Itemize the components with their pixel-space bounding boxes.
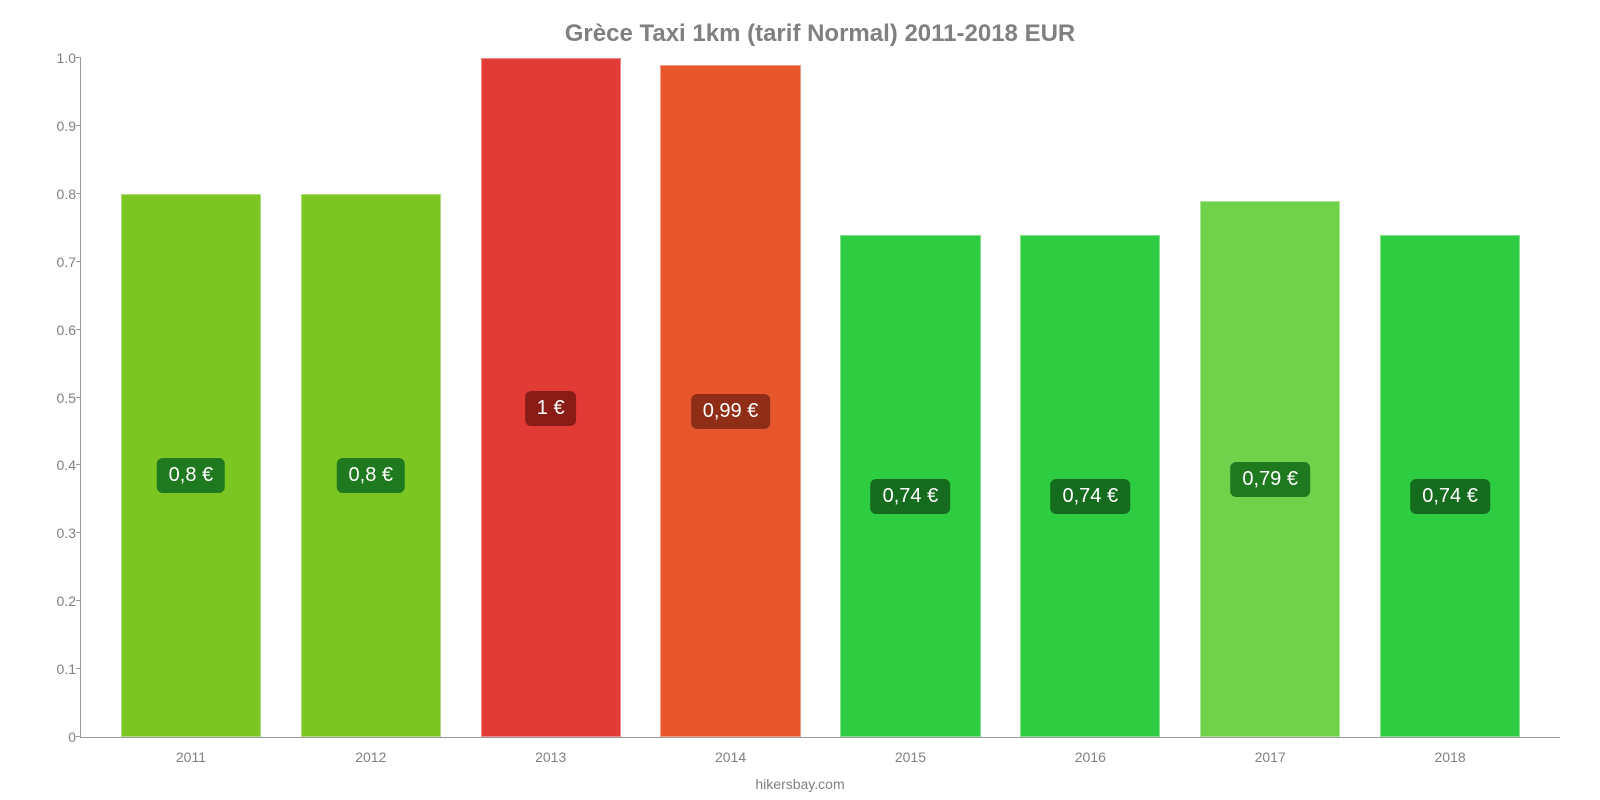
- bar-slot: 0,8 €: [101, 58, 281, 737]
- x-tick-label: 2018: [1360, 749, 1540, 765]
- bar: 0,8 €: [301, 194, 441, 737]
- bar-value-label: 0,79 €: [1230, 462, 1310, 497]
- y-tick-label: 1.0: [31, 50, 76, 66]
- bar-value-label: 0,74 €: [871, 479, 951, 514]
- bar-slot: 0,8 €: [281, 58, 461, 737]
- y-tick-label: 0: [31, 729, 76, 745]
- bar: 0,74 €: [1380, 235, 1520, 737]
- y-tick-label: 0.9: [31, 118, 76, 134]
- x-tick-label: 2014: [641, 749, 821, 765]
- x-tick-label: 2015: [821, 749, 1001, 765]
- y-tick-label: 0.6: [31, 322, 76, 338]
- y-tick-label: 0.1: [31, 661, 76, 677]
- bar: 0,99 €: [660, 65, 800, 737]
- bar-slot: 0,74 €: [821, 58, 1001, 737]
- bar-slot: 0,99 €: [641, 58, 821, 737]
- bar: 0,8 €: [121, 194, 261, 737]
- chart-title: Grèce Taxi 1km (tarif Normal) 2011-2018 …: [80, 20, 1560, 48]
- x-tick-label: 2013: [461, 749, 641, 765]
- x-tick-label: 2011: [101, 749, 281, 765]
- bar-value-label: 0,8 €: [337, 458, 405, 493]
- y-tick-label: 0.8: [31, 186, 76, 202]
- bar: 0,79 €: [1200, 201, 1340, 737]
- bar-slot: 0,74 €: [1360, 58, 1540, 737]
- y-tick-label: 0.7: [31, 254, 76, 270]
- bars-wrapper: 0,8 € 0,8 € 1 € 0,99 € 0,74 € 0,74 € 0,79 € 0,7…: [81, 58, 1560, 737]
- bar-value-label: 0,74 €: [1410, 479, 1490, 514]
- bar-value-label: 0,8 €: [157, 458, 225, 493]
- y-tick-label: 0.5: [31, 390, 76, 406]
- y-tick-label: 0.3: [31, 525, 76, 541]
- chart-container: Grèce Taxi 1km (tarif Normal) 2011-2018 …: [0, 0, 1600, 800]
- bar: 0,74 €: [840, 235, 980, 737]
- bar-value-label: 1 €: [525, 391, 577, 426]
- x-tick-label: 2016: [1000, 749, 1180, 765]
- bar-value-label: 0,74 €: [1050, 479, 1130, 514]
- y-tick-label: 0.2: [31, 593, 76, 609]
- bar-slot: 0,79 €: [1180, 58, 1360, 737]
- bar-value-label: 0,99 €: [691, 394, 771, 429]
- source-attribution: hikersbay.com: [755, 776, 844, 792]
- x-axis-labels: 20112012201320142015201620172018: [81, 749, 1560, 765]
- bar: 1 €: [481, 58, 621, 737]
- bar-slot: 0,74 €: [1000, 58, 1180, 737]
- y-tick-label: 0.4: [31, 457, 76, 473]
- plot-area: 00.10.20.30.40.50.60.70.80.91.0 0,8 €0,8…: [80, 58, 1560, 738]
- bar-slot: 1 €: [461, 58, 641, 737]
- x-tick-label: 2017: [1180, 749, 1360, 765]
- bar: 0,74 €: [1020, 235, 1160, 737]
- x-tick-label: 2012: [281, 749, 461, 765]
